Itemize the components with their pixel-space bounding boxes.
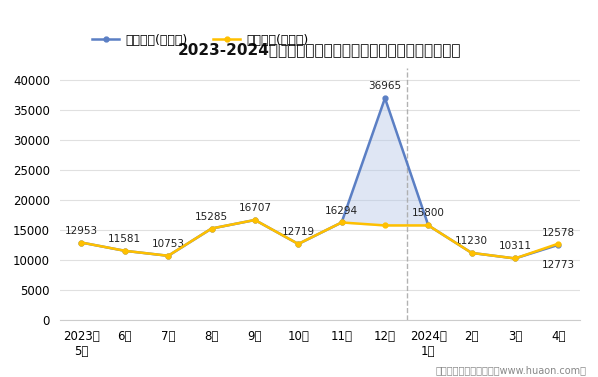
- Text: 11230: 11230: [455, 236, 488, 246]
- Text: 36965: 36965: [368, 81, 401, 91]
- Legend: 出口总额(万美元), 进口总额(万美元): 出口总额(万美元), 进口总额(万美元): [87, 29, 314, 52]
- Text: 15800: 15800: [412, 208, 445, 219]
- 进口总额(万美元): [164, 253, 172, 258]
- 出口总额(万美元): [468, 251, 475, 255]
- Text: 16294: 16294: [325, 205, 358, 216]
- Title: 2023-2024年绥芬河市商品收发货人所在地进、出口额统计: 2023-2024年绥芬河市商品收发货人所在地进、出口额统计: [178, 42, 462, 57]
- Line: 进口总额(万美元): 进口总额(万美元): [79, 218, 561, 261]
- 出口总额(万美元): [78, 240, 85, 245]
- 出口总额(万美元): [208, 226, 215, 231]
- 出口总额(万美元): [121, 248, 129, 253]
- 进口总额(万美元): [338, 220, 345, 225]
- 出口总额(万美元): [511, 256, 518, 261]
- 进口总额(万美元): [295, 242, 302, 246]
- 进口总额(万美元): [511, 256, 518, 261]
- Text: 12719: 12719: [282, 227, 315, 237]
- 出口总额(万美元): [251, 218, 258, 222]
- 进口总额(万美元): [251, 218, 258, 222]
- 出口总额(万美元): [555, 242, 562, 247]
- Text: 10311: 10311: [499, 242, 532, 251]
- 出口总额(万美元): [425, 223, 432, 228]
- 进口总额(万美元): [382, 223, 389, 228]
- Text: 11581: 11581: [108, 234, 141, 244]
- 进口总额(万美元): [78, 240, 85, 245]
- 进口总额(万美元): [425, 223, 432, 228]
- Text: 10753: 10753: [152, 239, 185, 249]
- 出口总额(万美元): [382, 96, 389, 100]
- 进口总额(万美元): [121, 248, 129, 253]
- 进口总额(万美元): [208, 226, 215, 231]
- Text: 15285: 15285: [195, 211, 228, 222]
- 出口总额(万美元): [295, 242, 302, 246]
- Text: 16707: 16707: [239, 203, 271, 213]
- Text: 12773: 12773: [542, 260, 575, 270]
- Text: 制图：华经产业研究院（www.huaon.com）: 制图：华经产业研究院（www.huaon.com）: [435, 365, 586, 375]
- Line: 出口总额(万美元): 出口总额(万美元): [79, 96, 561, 261]
- Text: 12578: 12578: [542, 228, 575, 238]
- 出口总额(万美元): [338, 220, 345, 225]
- 出口总额(万美元): [164, 253, 172, 258]
- Text: 12953: 12953: [65, 225, 98, 236]
- 进口总额(万美元): [468, 251, 475, 255]
- 进口总额(万美元): [555, 241, 562, 246]
